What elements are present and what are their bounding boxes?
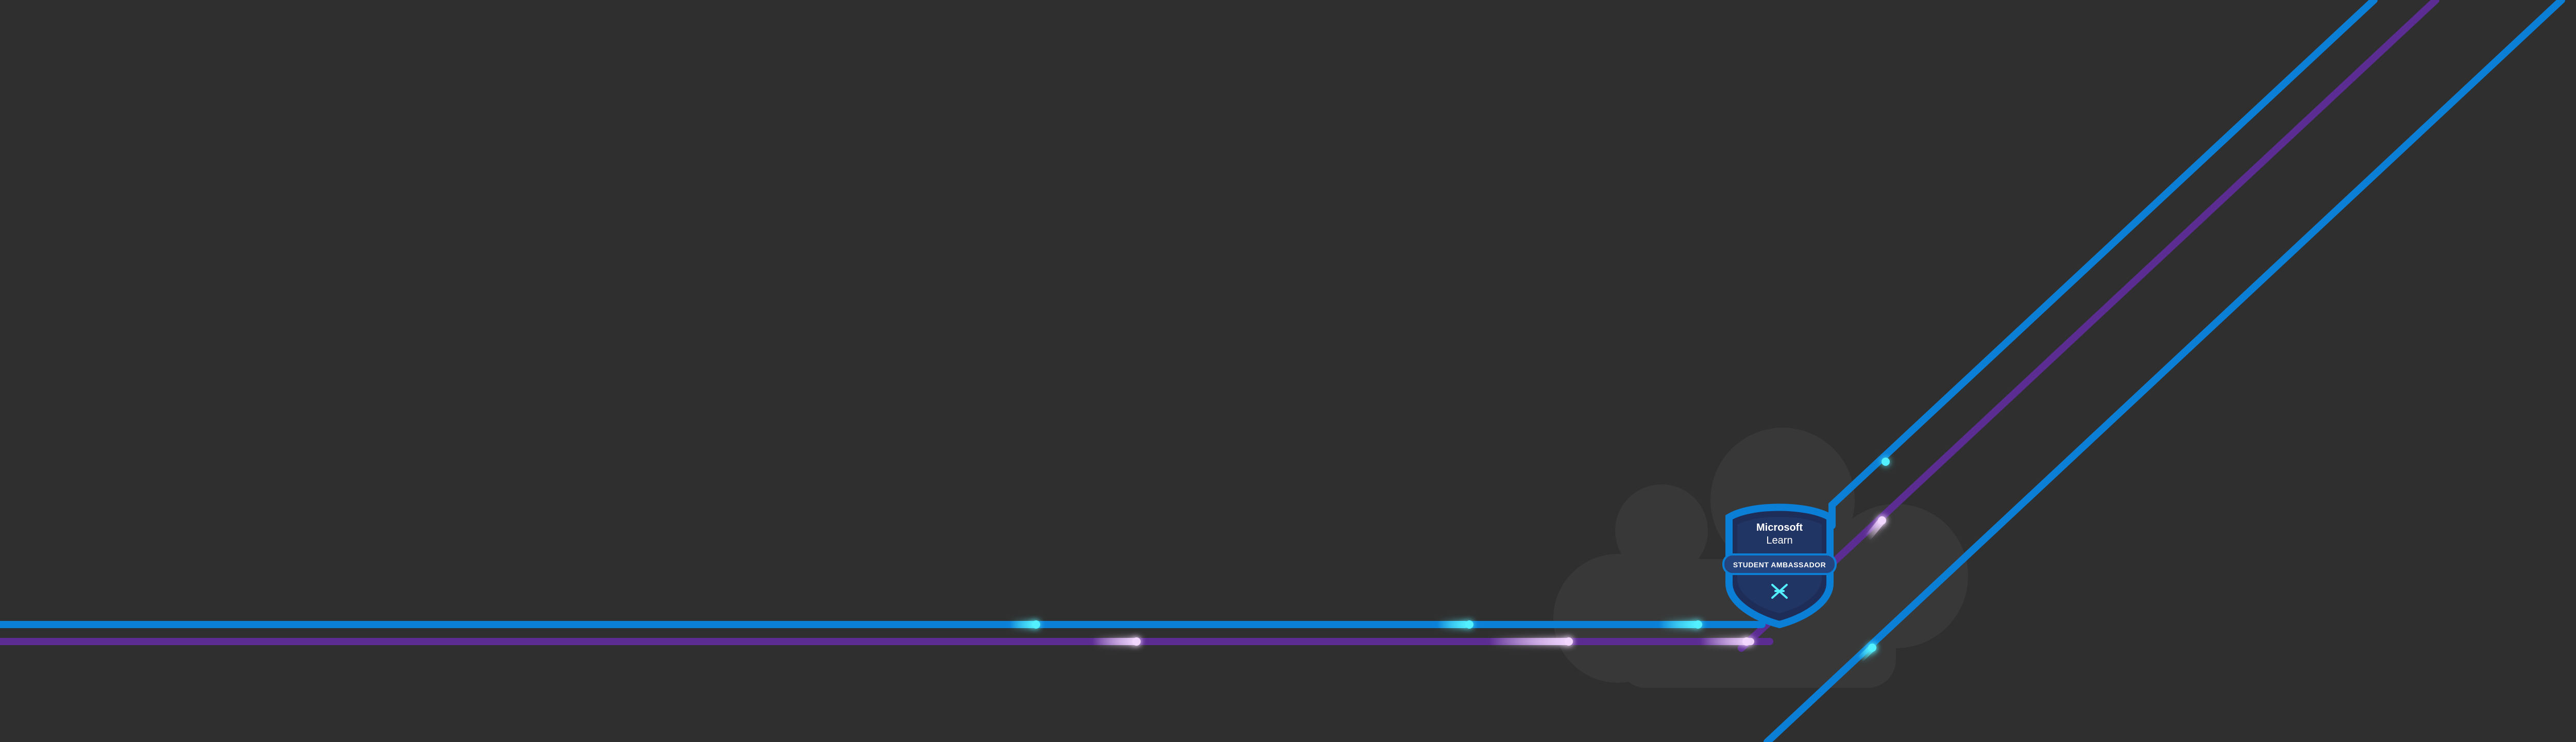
shield-badge-icon: Microsoft Learn STUDENT AMBASSADOR xyxy=(1722,503,1837,629)
badge-ribbon-text: STUDENT AMBASSADOR xyxy=(1733,561,1826,569)
diagonal-line-blue-right xyxy=(1764,0,2565,742)
diagonal-line-purple xyxy=(1738,0,2439,652)
badge-product-text: Learn xyxy=(1766,535,1792,546)
horizontal-glow-trails xyxy=(1010,621,1754,645)
diagonal-glow-trails xyxy=(1856,517,1886,663)
badge-brand-text: Microsoft xyxy=(1756,522,1803,533)
ambassador-x-icon xyxy=(1771,584,1788,599)
